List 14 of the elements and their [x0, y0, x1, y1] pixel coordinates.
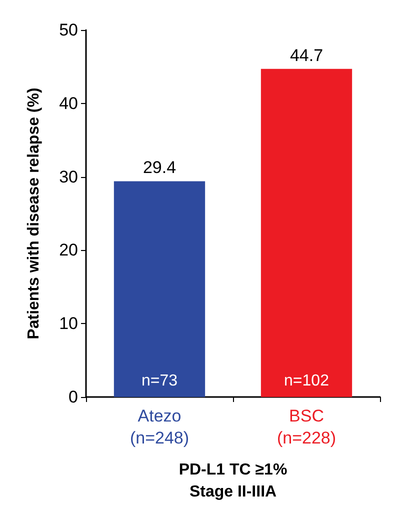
y-tick-label: 20: [59, 240, 78, 260]
y-tick-label: 50: [59, 20, 78, 40]
y-tick-label: 10: [59, 314, 78, 334]
data-label: 29.4: [142, 158, 176, 178]
y-tick-label: 30: [59, 167, 78, 186]
data-label: 44.7: [290, 46, 324, 65]
x-axis-title: PD-L1 TC ≥1% Stage II-IIIA: [178, 462, 288, 500]
y-tick-label: 40: [59, 94, 78, 113]
x-tick-label: BSC (n=228): [276, 406, 336, 448]
annotation: n=73: [141, 372, 178, 390]
y-axis-title: Patients with disease relapse (%): [26, 88, 42, 340]
x-tick-label: Atezo (n=248): [130, 406, 190, 448]
y-tick-label: 0: [68, 388, 78, 406]
annotation: n=102: [284, 372, 330, 390]
